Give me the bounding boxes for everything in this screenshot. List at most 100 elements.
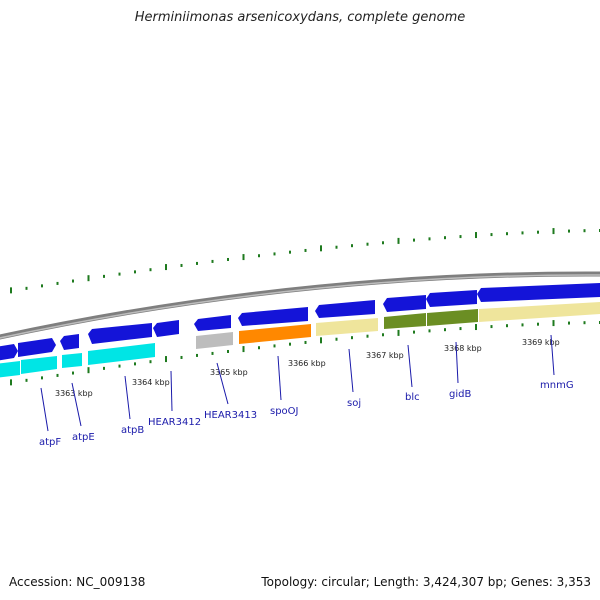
tick-dot [351,244,353,248]
tick-dot [490,325,493,329]
tick-dot [103,366,105,370]
gene-arrow[interactable] [383,295,426,312]
gene-arrow[interactable] [153,320,179,337]
tick-dot [428,237,431,241]
tick-dot [537,322,539,326]
tick-dot [382,333,384,337]
tick-dot [490,233,493,237]
tick-dot [521,323,524,327]
gene-box[interactable] [384,313,426,329]
tick-dot [72,371,74,375]
map-title: Herminiimonas arsenicoxydans, complete g… [134,10,466,25]
tick-dot [87,367,90,374]
tick-dot [211,351,214,355]
gene-label-HEAR3412[interactable]: HEAR3412 [148,417,201,428]
genome-backbone [0,271,600,340]
tick-dot [444,328,446,332]
tick-dot [103,274,105,278]
gene-box[interactable] [316,318,378,336]
gene-label-atpF[interactable]: atpF [39,437,61,448]
tick-dot [506,324,508,328]
tick-dot [165,356,167,363]
kbp-tick-label: 3365 kbp [210,368,248,377]
gene-label-HEAR3413[interactable]: HEAR3413 [204,410,257,421]
tick-dot [25,286,28,290]
leader-line [550,334,555,376]
gene-arrow[interactable] [238,307,308,326]
tick-dot [258,346,260,350]
gene-label-mnmG[interactable]: mnmG [540,380,574,391]
gene-arrow[interactable] [18,338,56,357]
kbp-tick-label: 3366 kbp [288,359,326,368]
gene-box[interactable] [88,343,155,365]
tick-dot [397,329,400,336]
kbp-tick-label: 3367 kbp [366,351,404,360]
tick-dot [521,231,524,235]
tick-dot [258,254,260,258]
gene-arrow[interactable] [315,300,375,318]
gene-arrow[interactable] [477,283,600,302]
tick-dot [304,340,307,344]
gene-box[interactable] [239,324,311,344]
gene-arrow[interactable] [426,290,477,307]
tick-dot [180,263,183,267]
gene-label-soj[interactable]: soj [347,398,361,409]
tick-dot [242,346,245,353]
tick-dot [211,259,214,263]
inner-tick-marks [10,320,600,386]
tick-dot [289,250,291,254]
leader-line [216,362,229,405]
gene-box[interactable] [479,302,600,322]
tick-dot [180,355,183,359]
tick-dot [227,257,229,261]
tick-dot [366,242,369,246]
tick-dot [459,235,462,239]
tick-dot [10,379,12,386]
tick-dot [196,261,198,265]
tick-dot [165,264,167,271]
tick-dot [351,336,353,340]
tick-dot [149,268,152,272]
gene-box[interactable] [62,353,82,368]
tick-dot [242,254,245,261]
tick-dot [41,284,43,288]
tick-dot [289,342,291,346]
tick-dot [413,330,415,334]
gene-arrow[interactable] [88,323,152,344]
tick-dot [475,324,477,331]
tick-dot [41,376,43,380]
gene-arrow[interactable] [194,315,231,331]
gene-label-atpE[interactable]: atpE [72,432,95,443]
leader-line [170,370,173,412]
tick-dot [366,334,369,338]
accession-text: Accession: NC_009138 [9,575,146,589]
gene-box[interactable] [21,356,57,374]
gene-label-blc[interactable]: blc [405,392,420,403]
tick-dot [227,349,229,353]
gene-arrow[interactable] [60,334,79,350]
tick-dot [568,321,570,325]
gene-box[interactable] [427,309,478,326]
gene-label-gidB[interactable]: gidB [449,389,471,400]
tick-dot [475,232,477,239]
tick-dot [506,232,508,236]
tick-dot [537,230,539,234]
reverse-strand-genes [0,302,600,378]
gene-box[interactable] [196,332,233,349]
tick-dot [118,364,121,368]
tick-dot [56,281,59,285]
tick-dot [273,344,276,348]
tick-dot [428,329,431,333]
tick-dot [25,378,28,382]
tick-dot [196,353,198,357]
tick-dot [568,229,570,233]
gene-label-atpB[interactable]: atpB [121,425,144,436]
tick-dot [10,287,12,294]
tick-dot [273,252,276,256]
tick-dot [552,320,555,327]
gene-box[interactable] [0,361,20,378]
gene-label-spoOJ[interactable]: spoOJ [270,406,299,417]
tick-dot [335,245,338,249]
gene-arrow[interactable] [0,344,18,361]
